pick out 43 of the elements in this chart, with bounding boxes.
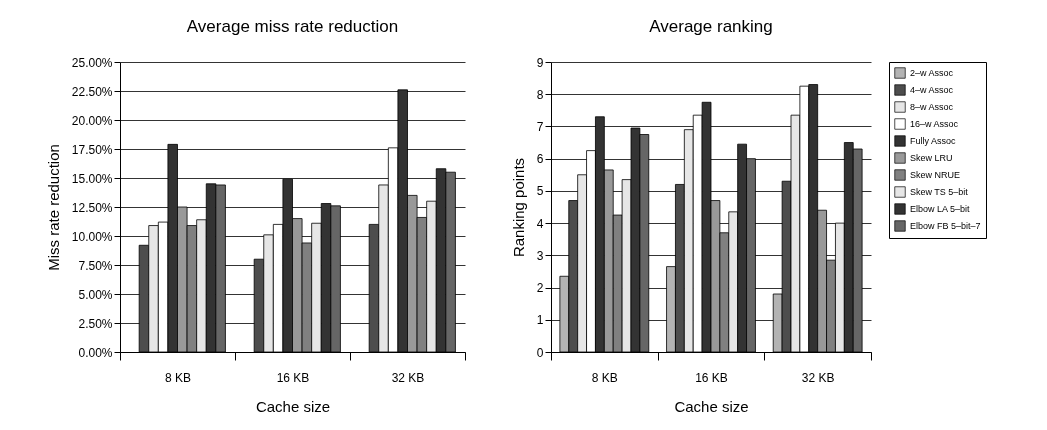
y-tick-label: 6 [536, 152, 544, 167]
x-tick-label: 32 KB [391, 370, 425, 385]
y-tick-label: 5.00% [78, 287, 113, 302]
legend-label: Elbow LA 5–bit [910, 204, 971, 214]
y-tick-label: 3 [536, 248, 544, 263]
y-tick-label: 1 [536, 313, 544, 328]
y-tick-label: 25.00% [71, 55, 113, 70]
legend-label: Skew LRU [910, 153, 953, 163]
y-tick-label: 12.50% [71, 200, 113, 215]
x-tick-label: 8 KB [164, 370, 192, 385]
chart-title: Average ranking [649, 17, 773, 36]
y-tick-label: 17.50% [71, 142, 113, 157]
y-tick-label: 2.50% [78, 316, 113, 331]
legend-label: Skew TS 5–bit [910, 187, 969, 197]
y-tick-label: 20.00% [71, 113, 113, 128]
x-tick-label: 8 KB [591, 370, 618, 385]
y-tick-label: 0.00% [78, 345, 113, 360]
y-tick-label: 7.50% [78, 258, 113, 273]
y-tick-label: 10.00% [71, 229, 113, 244]
legend-label: 16–w Assoc [910, 119, 959, 129]
x-tick-label: 16 KB [695, 370, 728, 385]
legend-label: 8–w Assoc [910, 102, 954, 112]
x-axis-title: Cache size [674, 397, 749, 415]
y-tick-label: 7 [536, 119, 544, 134]
y-tick-label: 2 [536, 281, 544, 296]
legend-label: Elbow FB 5–bit–7 [910, 221, 981, 231]
legend-label: Skew NRUE [910, 170, 961, 180]
y-axis-title: Ranking points [509, 157, 527, 258]
legend-label: 4–w Assoc [910, 85, 954, 95]
y-tick-label: 4 [536, 216, 544, 231]
x-tick-label: 16 KB [276, 370, 310, 385]
y-tick-label: 22.50% [71, 84, 113, 99]
y-tick-label: 8 [536, 87, 544, 102]
legend-label: Fully Assoc [910, 136, 957, 146]
chart-title: Average miss rate reduction [186, 17, 399, 36]
x-axis-title: Cache size [255, 397, 331, 415]
y-axis-title: Miss rate reduction [44, 144, 62, 271]
legend-label: 2–w Assoc [910, 68, 954, 78]
y-tick-label: 9 [536, 55, 544, 70]
y-tick-label: 15.00% [71, 171, 113, 186]
x-tick-label: 32 KB [801, 370, 835, 385]
y-tick-label: 0 [536, 345, 544, 360]
y-tick-label: 5 [536, 184, 544, 199]
